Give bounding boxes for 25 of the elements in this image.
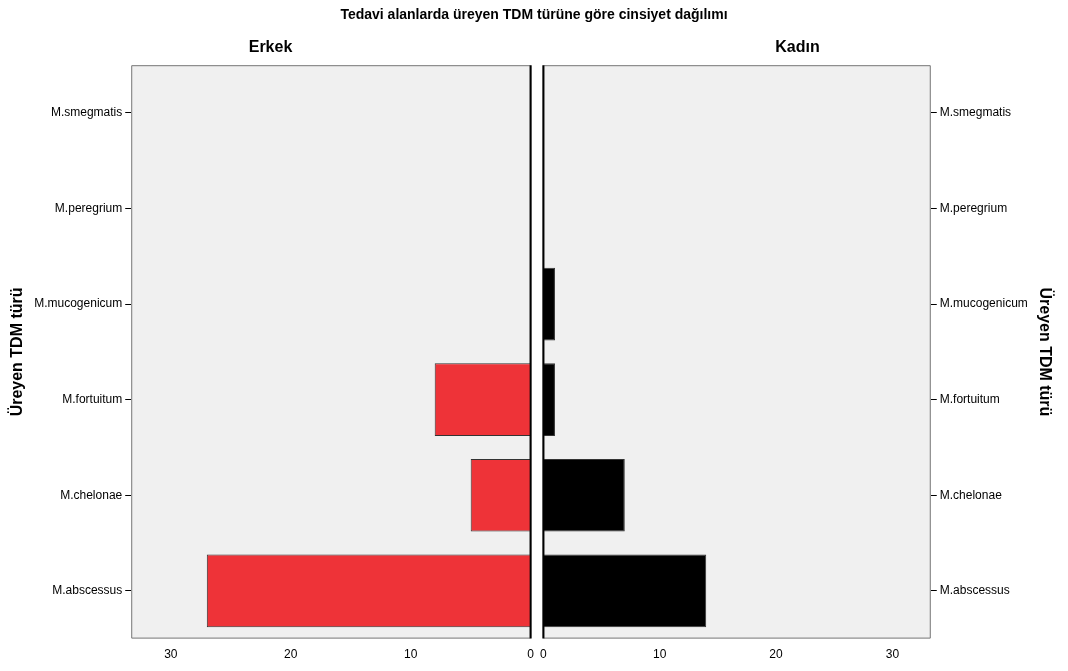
y-tick-label: M.smegmatis — [50, 105, 123, 120]
chart-subtitle: Erkek — [248, 38, 293, 56]
y-tick-label: M.chelonae — [939, 487, 1003, 502]
x-tick-label: 10 — [404, 647, 418, 662]
x-tick-label: 30 — [885, 647, 900, 662]
y-axis-title: Üreyen TDM türü — [1036, 287, 1055, 417]
y-tick-label: M.mucogenicum — [34, 296, 123, 311]
y-tick-label: M.abscessus — [52, 583, 123, 598]
y-tick-label: M.peregrium — [54, 200, 123, 215]
y-tick-label: M.fortuitum — [939, 392, 1000, 406]
y-tick-label: M.chelonae — [60, 487, 123, 502]
x-tick-label: 20 — [284, 647, 298, 662]
x-tick-label: 0 — [527, 647, 535, 662]
x-tick-label: 0 — [539, 647, 547, 662]
y-tick-label: M.mucogenicum — [939, 296, 1028, 311]
chart-subtitle: Kadın — [775, 38, 820, 56]
y-tick-label: M.fortuitum — [62, 392, 123, 406]
y-tick-label: M.abscessus — [939, 583, 1010, 598]
y-tick-label: M.smegmatis — [939, 105, 1012, 120]
chart-title: Tedavi alanlarda üreyen TDM türüne göre cinsiyet dağılımı — [339, 6, 729, 22]
x-tick-label: 20 — [769, 647, 784, 662]
x-tick-label: 10 — [653, 647, 667, 662]
y-tick-label: M.peregrium — [939, 200, 1008, 215]
x-tick-label: 30 — [164, 647, 178, 662]
y-axis-title: Üreyen TDM türü — [7, 287, 26, 417]
